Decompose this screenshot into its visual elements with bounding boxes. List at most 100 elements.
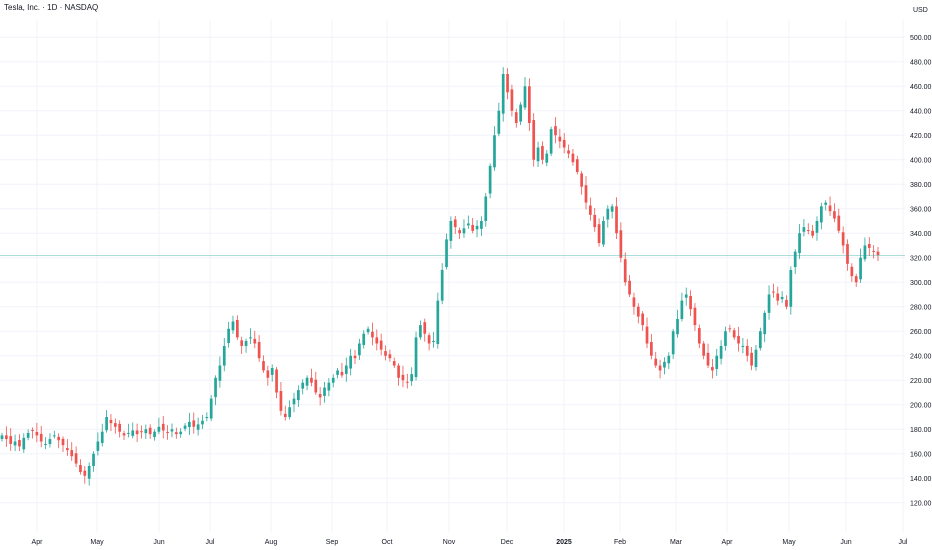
y-tick-label: 460.00 [910, 84, 932, 91]
candle-body [209, 398, 213, 419]
candle-body [754, 349, 758, 368]
x-tick-label: Jul [899, 539, 908, 546]
candle-body [510, 89, 514, 111]
candle-body [458, 230, 461, 234]
candle-body [227, 328, 230, 344]
candle-body [153, 431, 156, 438]
candle-body [815, 221, 819, 233]
candle-body [562, 139, 566, 148]
candle-body [205, 417, 209, 418]
candle-body [506, 74, 509, 93]
candle-body [514, 112, 518, 123]
candle-body [615, 206, 618, 234]
candle-body [636, 306, 640, 317]
candle-body [127, 432, 130, 434]
y-tick-label: 160.00 [910, 451, 932, 458]
candle-body [806, 230, 810, 232]
candle-body [697, 328, 701, 344]
candle-body [87, 466, 91, 479]
candle-body [758, 331, 762, 349]
candle-body [606, 208, 610, 220]
candle-body [140, 431, 143, 433]
y-tick-label: 440.00 [910, 108, 932, 115]
candle-body [0, 435, 4, 440]
candle-body [414, 337, 418, 378]
y-tick-label: 360.00 [910, 206, 932, 213]
candle-body [558, 136, 562, 142]
y-tick-label: 200.00 [910, 402, 932, 409]
x-tick-label: Nov [443, 539, 456, 546]
candle-body [519, 104, 522, 122]
candle-body [362, 333, 366, 345]
candle-body [846, 244, 849, 264]
candle-body [497, 110, 501, 134]
x-tick-label: May [90, 539, 104, 546]
y-tick-label: 300.00 [910, 280, 932, 287]
candle-body [57, 436, 61, 441]
x-tick-label: May [782, 539, 796, 546]
candle-body [811, 230, 814, 236]
candle-body [122, 433, 126, 436]
candle-body [388, 354, 392, 359]
candle-body [188, 421, 191, 428]
candle-body [824, 202, 828, 205]
candle-body [876, 251, 880, 256]
candle-body [371, 331, 374, 338]
x-tick-label: Oct [382, 539, 393, 546]
candle-body [161, 423, 165, 431]
candle-body [593, 214, 597, 228]
candle-body [833, 211, 836, 219]
y-tick-label: 320.00 [910, 255, 932, 262]
candle-body [26, 432, 30, 438]
candle-body [632, 297, 636, 307]
candle-body [436, 300, 440, 344]
candle-body [144, 429, 148, 434]
x-axis: Apr May Jun Jul Aug Sep Oct Nov Dec 2025 Feb Mar Apr… [32, 539, 908, 546]
candle-body [610, 206, 614, 212]
candle-body [131, 430, 135, 436]
candle-body [549, 129, 553, 154]
candle-body [715, 355, 719, 369]
y-tick-label: 420.00 [910, 133, 932, 140]
x-tick-label: Jun [840, 539, 851, 546]
candle-body [366, 328, 370, 333]
candle-body [580, 173, 583, 187]
candle-body [148, 427, 152, 435]
candle-body [689, 295, 692, 310]
candle-body [249, 337, 252, 339]
candle-body [667, 355, 671, 364]
y-tick-label: 380.00 [910, 182, 932, 189]
x-tick-label: Sep [326, 539, 339, 546]
candle-body [157, 426, 161, 432]
currency-label: USD [913, 7, 928, 14]
candle-body [737, 335, 740, 344]
candle-body [575, 159, 579, 172]
candle-body [305, 377, 309, 386]
candle-body [358, 343, 361, 356]
candle-body [658, 365, 662, 371]
candle-body [750, 352, 753, 366]
candle-body [541, 146, 544, 160]
x-tick-label: Apr [32, 539, 44, 546]
candle-body [693, 307, 697, 326]
candle-body [179, 431, 183, 435]
candle-body [52, 435, 56, 437]
candle-body [571, 153, 575, 163]
candle-body [100, 431, 104, 443]
candle-body [375, 337, 379, 344]
candle-body [349, 355, 353, 369]
candle-body [405, 381, 409, 383]
candle-body [863, 245, 867, 260]
grid-lines [0, 20, 905, 532]
candle-body [336, 370, 339, 375]
candle-body [841, 232, 845, 246]
candle-body [423, 322, 427, 334]
candle-body [837, 215, 841, 231]
candle-body [432, 341, 435, 343]
y-tick-label: 400.00 [910, 157, 932, 164]
candle-body [174, 432, 178, 435]
candle-body [297, 390, 300, 401]
candle-body [488, 165, 492, 194]
candle-body [270, 368, 274, 375]
